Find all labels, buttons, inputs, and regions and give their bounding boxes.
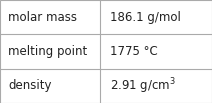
Text: melting point: melting point [8,45,88,58]
Text: molar mass: molar mass [8,11,77,24]
Text: density: density [8,79,52,92]
Text: 186.1 g/mol: 186.1 g/mol [110,11,181,24]
Text: 1775 °C: 1775 °C [110,45,158,58]
Text: 2.91 g/cm$^{3}$: 2.91 g/cm$^{3}$ [110,76,176,96]
